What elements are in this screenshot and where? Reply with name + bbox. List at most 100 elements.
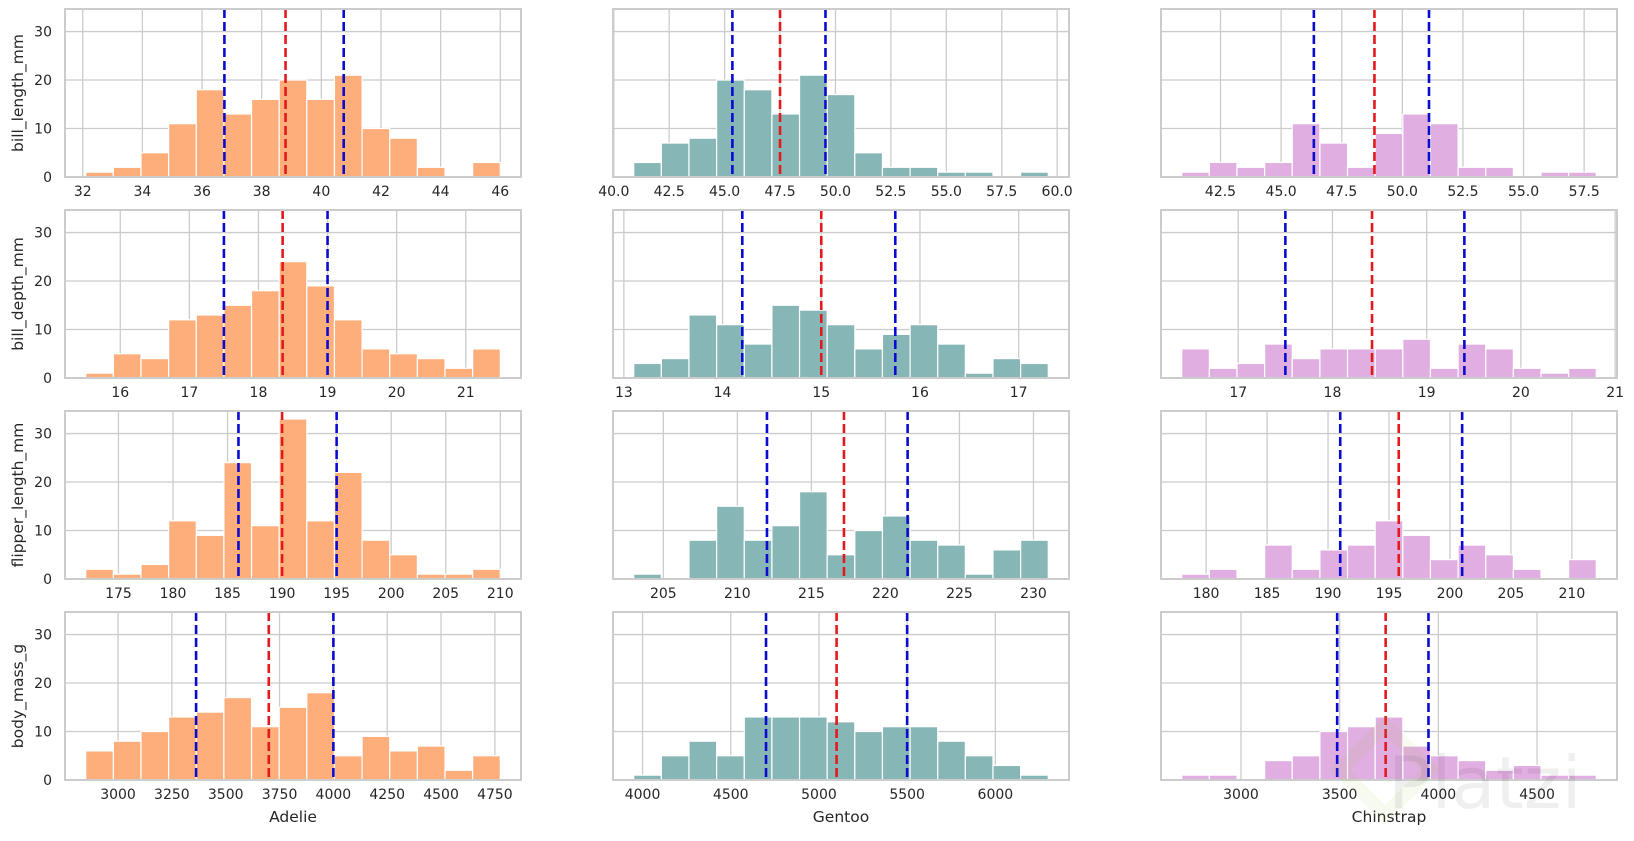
histogram-bar bbox=[771, 525, 801, 580]
x-tick-label: 13 bbox=[615, 385, 633, 401]
histogram-bar bbox=[937, 544, 966, 580]
x-tick-label: 5000 bbox=[801, 787, 837, 803]
axes-frame bbox=[612, 410, 1070, 580]
histogram-bar bbox=[1208, 367, 1238, 379]
histogram-bar bbox=[909, 324, 939, 379]
histogram-bar bbox=[1319, 549, 1349, 580]
panel-chinstrap-bill_length_mm: 42.5 45.0 47.5 50.0 52.5 55.0 57.5 bbox=[1160, 8, 1618, 200]
x-tick-label: 18 bbox=[250, 385, 268, 401]
x-tick-label: 200 bbox=[378, 586, 405, 602]
x-tick-label: 44 bbox=[432, 184, 450, 200]
x-tick-label: 42.5 bbox=[654, 184, 685, 200]
y-tick-label: 10 bbox=[34, 323, 52, 339]
histogram-bar bbox=[716, 505, 745, 580]
histogram-bar bbox=[937, 740, 966, 781]
histogram-bar bbox=[140, 358, 170, 379]
x-tick-label: 60.0 bbox=[1042, 184, 1073, 200]
y-axis-label: flipper_length_mm bbox=[9, 423, 28, 568]
x-tick-label: 32 bbox=[74, 184, 92, 200]
x-tick-label: 6000 bbox=[978, 787, 1014, 803]
histogram-bar bbox=[168, 123, 197, 178]
x-tick-label: 4500 bbox=[423, 787, 459, 803]
watermark-text: Platzi bbox=[1388, 741, 1582, 825]
axes-frame bbox=[1160, 611, 1618, 781]
histogram-bar bbox=[223, 696, 253, 781]
axes-frame bbox=[64, 410, 522, 580]
histogram-bar bbox=[909, 539, 939, 580]
y-tick-label: 0 bbox=[43, 572, 52, 588]
x-tick-label: 210 bbox=[487, 586, 514, 602]
x-tick-label: 14 bbox=[714, 385, 732, 401]
x-tick-label: 52.5 bbox=[875, 184, 906, 200]
x-tick-label: 4000 bbox=[1421, 787, 1457, 803]
panel-chinstrap-bill_depth_mm: 17 18 19 20 21 bbox=[1160, 209, 1624, 401]
histogram-bar bbox=[85, 568, 114, 580]
histogram-bar bbox=[333, 319, 363, 379]
x-tick-label: 4000 bbox=[316, 787, 352, 803]
x-tick-label: 50.0 bbox=[1387, 184, 1418, 200]
histogram-bar bbox=[964, 755, 994, 781]
x-tick-label: 4500 bbox=[1519, 787, 1555, 803]
histogram-bar bbox=[223, 304, 253, 379]
histogram-bar bbox=[278, 79, 308, 178]
histogram-bar bbox=[1374, 132, 1404, 178]
x-tick-label: 38 bbox=[253, 184, 271, 200]
histogram-bar bbox=[1402, 338, 1432, 379]
x-tick-label: 45.0 bbox=[1266, 184, 1297, 200]
histogram-bar bbox=[1020, 539, 1049, 580]
histogram-bar bbox=[716, 755, 745, 781]
histogram-bar bbox=[1346, 166, 1376, 178]
histogram-bar bbox=[1512, 568, 1542, 580]
x-tick-label: 40 bbox=[312, 184, 330, 200]
x-tick-label: 200 bbox=[1437, 586, 1464, 602]
histogram-bar bbox=[688, 314, 718, 379]
x-axis-label: Adelie bbox=[269, 808, 317, 826]
x-tick-label: 3000 bbox=[100, 787, 136, 803]
x-tick-label: 21 bbox=[457, 385, 475, 401]
histogram-bar bbox=[278, 706, 308, 781]
x-tick-label: 42 bbox=[372, 184, 390, 200]
platzi-logo-icon bbox=[1330, 715, 1440, 825]
x-tick-label: 210 bbox=[1559, 586, 1586, 602]
histogram-bar bbox=[85, 750, 114, 781]
histogram-bar bbox=[743, 716, 773, 781]
histogram-bar bbox=[1402, 745, 1432, 781]
histogram-bar bbox=[140, 563, 170, 580]
histogram-bar bbox=[140, 152, 170, 178]
histogram-bar bbox=[1346, 726, 1376, 781]
x-tick-label: 3500 bbox=[1322, 787, 1358, 803]
x-tick-label: 16 bbox=[111, 385, 129, 401]
histogram-bar bbox=[472, 161, 501, 178]
histogram-bar bbox=[361, 735, 391, 781]
histogram-bar bbox=[195, 711, 225, 781]
panel-adelie-bill_length_mm: 32 34 36 38 40 42 44 46 0 10 20 30 bbox=[34, 8, 522, 200]
histogram-bar bbox=[389, 137, 418, 178]
x-tick-label: 4000 bbox=[625, 787, 661, 803]
histogram-bar bbox=[1181, 348, 1210, 379]
histogram-bar bbox=[1429, 559, 1459, 580]
x-tick-label: 3500 bbox=[208, 787, 244, 803]
histogram-bar bbox=[333, 755, 363, 781]
histogram-bar bbox=[992, 764, 1022, 781]
x-tick-label: 3250 bbox=[154, 787, 190, 803]
histogram-bar bbox=[168, 716, 197, 781]
y-tick-label: 20 bbox=[34, 73, 52, 89]
panel-gentoo-bill_length_mm: 40.0 42.5 45.0 47.5 50.0 52.5 55.0 57.5 60.0 bbox=[598, 8, 1073, 200]
histogram-bar bbox=[1264, 544, 1293, 580]
x-tick-label: 205 bbox=[650, 586, 677, 602]
panel-gentoo-flipper_length_mm: 205 210 215 220 225 230 bbox=[612, 410, 1070, 602]
histogram-bar bbox=[416, 166, 446, 178]
histogram-bar bbox=[444, 769, 474, 781]
x-tick-label: 45.0 bbox=[709, 184, 740, 200]
x-tick-label: 50.0 bbox=[820, 184, 851, 200]
histogram-bar bbox=[1374, 348, 1404, 379]
histogram-bar bbox=[250, 290, 280, 379]
histogram-bar bbox=[1512, 367, 1542, 379]
histogram-bar bbox=[1457, 166, 1487, 178]
x-tick-label: 4750 bbox=[477, 787, 513, 803]
x-tick-label: 185 bbox=[1254, 586, 1281, 602]
histogram-bar bbox=[771, 113, 801, 178]
histogram-bar bbox=[1485, 348, 1514, 379]
histogram-bar bbox=[660, 358, 690, 379]
